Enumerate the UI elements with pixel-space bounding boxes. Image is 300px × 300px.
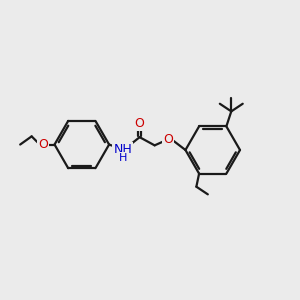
Text: O: O: [38, 138, 48, 151]
Text: NH: NH: [113, 143, 132, 156]
Text: O: O: [135, 117, 145, 130]
Text: O: O: [163, 133, 173, 146]
Text: H: H: [119, 153, 128, 163]
